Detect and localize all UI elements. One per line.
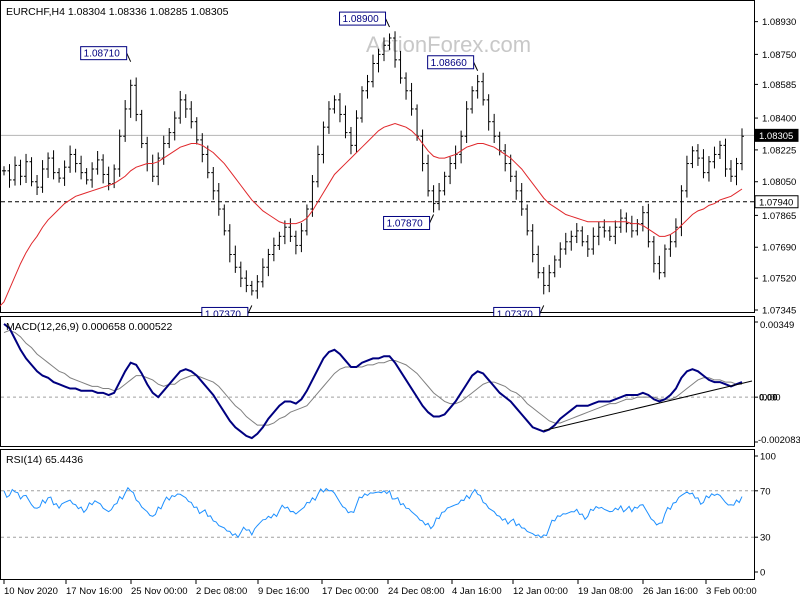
macd-current-value: 0.00 (759, 393, 778, 404)
price-axis-label: 1.07520 (762, 274, 796, 285)
annotation-box (80, 46, 128, 61)
price-axis-label: 1.08050 (762, 177, 796, 188)
watermark: ActionForex.com (366, 32, 531, 57)
macd-line (3, 323, 743, 440)
time-axis-label: 9 Dec 16:00 (258, 586, 309, 597)
price-axis-label: 1.08930 (762, 17, 796, 28)
annotation-label: 1.08710 (84, 49, 121, 60)
moving-average-line (0, 122, 743, 307)
annotation-leader (539, 305, 545, 315)
macd-signal-line (3, 329, 742, 426)
price-panel: ActionForex.com 1.08710 1.08900 1.08660 1.0… (0, 0, 755, 321)
rsi-title: RSI(14) 65.4436 (6, 454, 83, 466)
time-axis-label: 17 Nov 16:00 (66, 586, 123, 597)
rsi-line (3, 486, 743, 539)
annotation-box (427, 55, 475, 70)
price-axis-label: 1.08750 (762, 50, 796, 61)
annotation-box (339, 11, 387, 26)
time-axis-label: 25 Nov 00:00 (131, 586, 188, 597)
annotation-leader (473, 62, 479, 71)
time-axis-label: 24 Dec 08:00 (388, 586, 445, 597)
rsi-axis-label: 0 (760, 568, 765, 579)
macd-trendline (543, 380, 753, 432)
macd-layer (1, 323, 754, 440)
annotation-label: 1.07870 (387, 218, 424, 229)
time-axis-label: 17 Dec 00:00 (322, 586, 379, 597)
time-axis-label: 3 Feb 00:00 (706, 586, 757, 597)
time-axis-label: 2 Dec 08:00 (196, 586, 247, 597)
support-level-tag-label: 1.07940 (759, 197, 793, 208)
price-axis-label: 1.07690 (762, 243, 796, 254)
current-price-tag-label: 1.08305 (759, 131, 793, 142)
macd-axis-label: -0.002083 (758, 435, 800, 446)
time-axis-label: 10 Nov 2020 (4, 586, 58, 597)
current-price-tag-box (754, 128, 799, 142)
annotation-label: 1.08900 (343, 14, 380, 25)
price-axis-label: 1.07865 (762, 211, 796, 222)
support-level-tag-box (754, 195, 799, 209)
annotation-label: 1.07370 (497, 309, 534, 320)
rsi-panel: RSI(14) 65.4436 (0, 449, 755, 580)
annotation-label: 1.07370 (205, 309, 242, 320)
annotation-box (383, 215, 431, 230)
price-axis-label: 1.08225 (762, 145, 796, 156)
price-axis: 1.08930 1.08750 1.08585 1.08400 1.08225 1.080… (754, 17, 799, 317)
rsi-axis-label: 70 (760, 486, 771, 497)
time-axis-label: 26 Jan 16:00 (643, 586, 698, 597)
macd-panel-frame (0, 316, 755, 447)
annotation-label: 1.08660 (431, 58, 468, 69)
price-axis-label: 1.08400 (762, 114, 796, 125)
macd-axis-label: 0.00 (762, 393, 781, 404)
time-axis-label: 19 Jan 08:00 (578, 586, 633, 597)
macd-title: MACD(12,26,9) 0.000658 0.000522 (6, 321, 173, 333)
rsi-panel-frame (0, 449, 755, 580)
annotation-leader (429, 214, 435, 224)
macd-axis-label: 0.00349 (760, 320, 794, 331)
time-axis: 10 Nov 2020 17 Nov 16:00 25 Nov 00:00 2 Dec… (3, 580, 757, 597)
annotation-leader (126, 52, 132, 62)
rsi-layer (1, 486, 754, 539)
macd-panel: MACD(12,26,9) 0.000658 0.000522 (0, 316, 755, 447)
rsi-axis-label: 100 (760, 452, 776, 463)
time-axis-label: 4 Jan 16:00 (452, 586, 502, 597)
price-axis-label: 1.08585 (762, 80, 796, 91)
annotation-leader (385, 18, 390, 28)
time-axis-label: 12 Jan 00:00 (513, 586, 568, 597)
rsi-axis-label: 30 (760, 533, 771, 544)
annotation-leader (247, 305, 253, 315)
price-header: EURCHF,H4 1.08304 1.08336 1.08285 1.0830… (6, 6, 229, 18)
rsi-axis: 100 70 30 0 (754, 452, 776, 579)
price-axis-label: 1.07345 (762, 306, 796, 317)
